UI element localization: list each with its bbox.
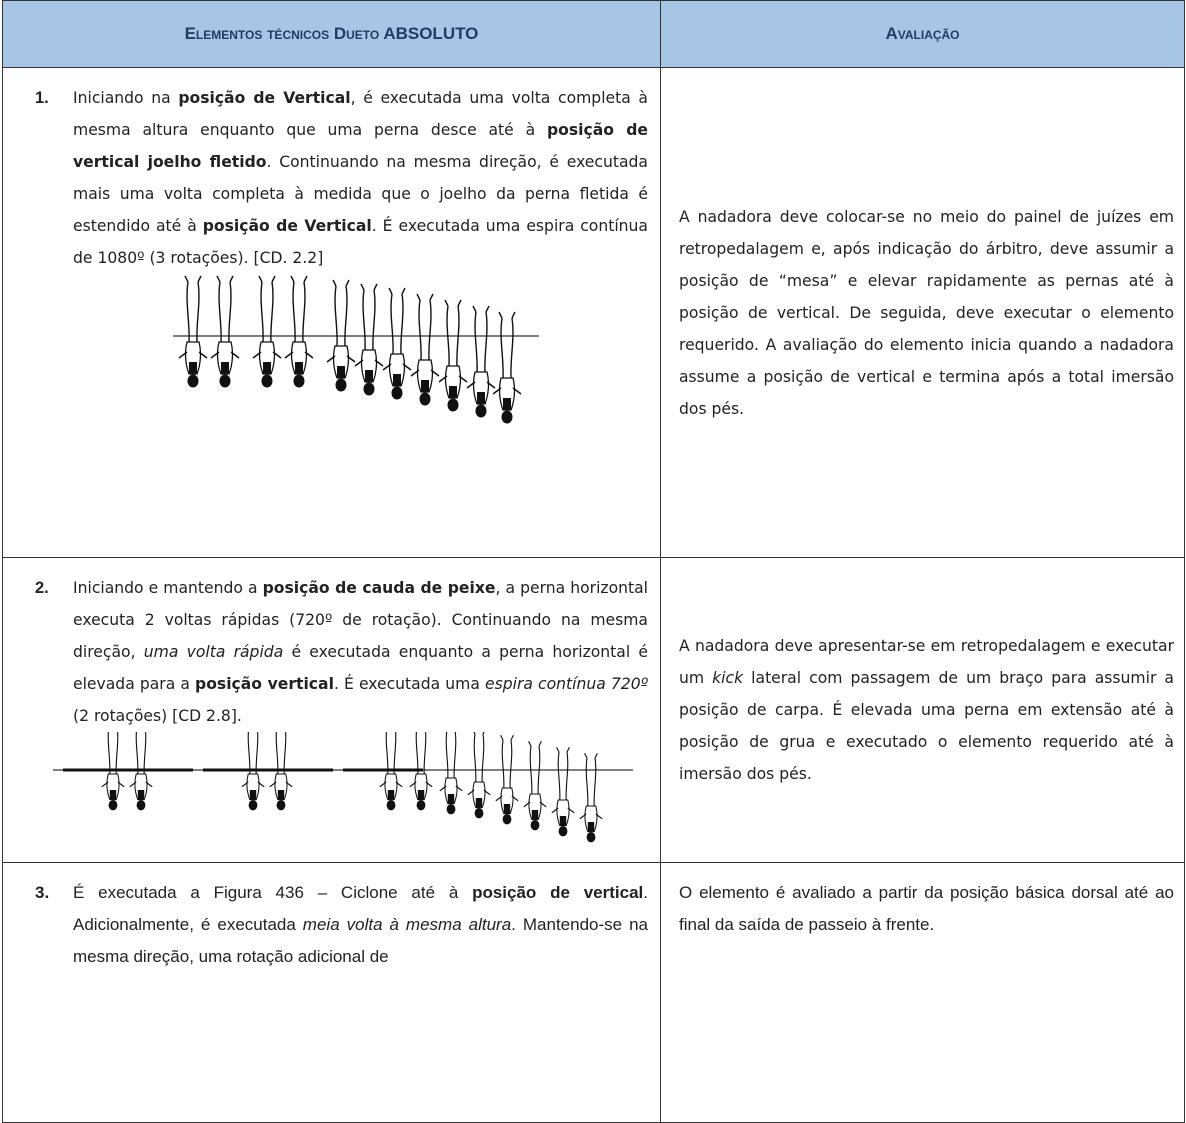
- figure: [53, 732, 633, 844]
- row: 1. Iniciando na posição de Vertical, é e…: [2, 67, 1185, 558]
- text-run: . Continuando na mesma direção, é execut…: [73, 153, 648, 235]
- description: Iniciando na posição de Vertical, é exec…: [73, 82, 648, 274]
- header-cell: Elementos técnicos Dueto ABSOLUTO: [2, 0, 661, 68]
- text-run: , é executada uma volta completa à mesma…: [73, 89, 648, 139]
- text-run: lateral com passagem de um braço para as…: [679, 669, 1174, 783]
- text-run: posição de Vertical: [178, 89, 351, 107]
- evaluation: A nadadora deve colocar-se no meio do pa…: [679, 201, 1174, 425]
- item-number: 2.: [35, 579, 49, 597]
- text-run: , a perna horizontal executa 2 voltas rá…: [73, 579, 649, 661]
- description: Iniciando e mantendo a posição de cauda …: [73, 572, 648, 732]
- text-run: posição vertical: [195, 675, 334, 693]
- text-run: A nadadora deve colocar-se no meio do pa…: [679, 207, 1174, 418]
- item-number: 1.: [35, 89, 49, 107]
- evaluation-cell: A nadadora deve apresentar-se em retrope…: [660, 557, 1185, 863]
- text-run: posição de vertical joelho fletido: [73, 121, 648, 171]
- text-run: É executada a Figura 436 – Ciclone até à: [73, 883, 473, 902]
- evaluation: A nadadora deve apresentar-se em retrope…: [679, 630, 1174, 790]
- figure: [173, 275, 539, 424]
- text-run: (2 rotações) [CD 2.8].: [73, 707, 242, 725]
- text-run: meia volta à mesma altura: [302, 915, 512, 934]
- text-run: kick: [712, 669, 744, 687]
- header-row: Elementos técnicos Dueto ABSOLUTO Avalia…: [2, 0, 1185, 68]
- description-cell: 2. Iniciando e mantendo a posição de cau…: [2, 557, 661, 863]
- text-run: . Mantendo-se na mesma direção, uma rota…: [73, 915, 648, 966]
- text-run: espira contínua 720º: [485, 675, 649, 693]
- text-run: Iniciando na: [73, 89, 179, 107]
- text-run: Iniciando e mantendo a: [73, 579, 263, 597]
- row: 2. Iniciando e mantendo a posição de cau…: [2, 557, 1185, 863]
- row: 3. É executada a Figura 436 – Ciclone at…: [2, 862, 1185, 1123]
- text-run: O elemento é avaliado a partir da posiçã…: [679, 883, 1174, 934]
- description-cell: 1. Iniciando na posição de Vertical, é e…: [2, 67, 661, 558]
- evaluation: O elemento é avaliado a partir da posiçã…: [679, 877, 1174, 941]
- text-run: . Adicionalmente, é executada: [73, 883, 648, 934]
- text-run: A nadadora deve apresentar-se em retrope…: [679, 637, 1174, 687]
- text-run: posição de vertical: [472, 883, 644, 902]
- text-run: posição de cauda de peixe: [262, 579, 496, 597]
- description: É executada a Figura 436 – Ciclone até à…: [73, 877, 648, 973]
- text-run: posição de Vertical: [202, 217, 372, 235]
- item-number: 3.: [35, 883, 50, 902]
- text-run: . É executada uma espira contínua de 108…: [73, 217, 648, 267]
- evaluation-cell: O elemento é avaliado a partir da posiçã…: [660, 862, 1185, 1123]
- header-cell: Avaliação: [660, 0, 1185, 68]
- description-cell: 3. É executada a Figura 436 – Ciclone at…: [2, 862, 661, 1123]
- evaluation-cell: A nadadora deve colocar-se no meio do pa…: [660, 67, 1185, 558]
- text-run: é executada enquanto a perna horizontal …: [73, 643, 648, 693]
- text-run: . É executada uma: [333, 675, 486, 693]
- text-run: uma volta rápida: [143, 643, 284, 661]
